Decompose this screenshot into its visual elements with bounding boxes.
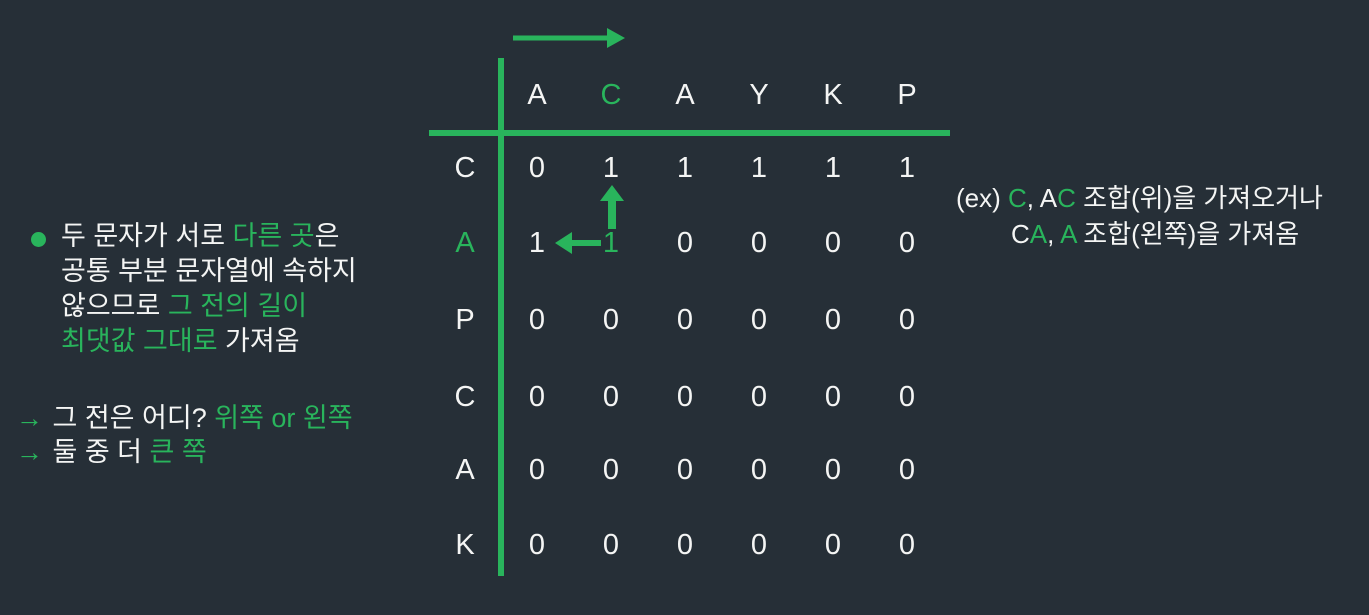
matrix-cell: 0 <box>898 381 916 413</box>
corner-blank <box>430 75 500 115</box>
left-note: 두 문자가 서로 다른 곳은 공통 부분 문자열에 속하지 않으므로 그 전의 … <box>61 219 357 359</box>
matrix-cell: 0 <box>602 381 620 413</box>
matrix-cell: 0 <box>676 227 694 259</box>
matrix-cell: 0 <box>528 152 546 184</box>
note-segment: 은 <box>314 221 340 251</box>
right-arrow-icon <box>513 28 625 48</box>
matrix-cell: 0 <box>898 304 916 336</box>
note-segment: 않으므로 <box>61 291 168 321</box>
right-arrow-glyph: → <box>16 437 45 467</box>
matrix-cell: 0 <box>750 304 768 336</box>
matrix-cell: 0 <box>824 227 842 259</box>
col-header: A <box>527 79 547 111</box>
matrix-header-row: A C A Y K P <box>430 75 944 115</box>
matrix-cell: 0 <box>824 381 842 413</box>
note-segment: 조합(위)을 가져오거나 <box>1075 183 1323 213</box>
note-segment: C <box>1057 183 1076 213</box>
matrix-row: C 0 0 0 0 0 0 <box>430 377 944 417</box>
matrix-vertical-line <box>498 58 504 576</box>
example-line: (ex) C, AC 조합(위)을 가져오거나 <box>956 180 1323 216</box>
note-segment: 두 문자가 서로 <box>61 221 233 251</box>
note-segment: , <box>1047 219 1061 249</box>
matrix-cell: 0 <box>824 454 842 486</box>
matrix-cell: 1 <box>602 152 620 184</box>
matrix-row: C 0 1 1 1 1 1 <box>430 148 944 188</box>
left-arrow-icon <box>555 232 601 254</box>
note-segment: 공통 부분 문자열에 속하지 <box>61 256 357 286</box>
note-segment: 위쪽 or 왼쪽 <box>214 403 353 433</box>
example-line: CA, A 조합(왼쪽)을 가져옴 <box>1011 216 1323 252</box>
note-segment: 그 전의 길이 <box>167 291 308 321</box>
note-segment: 조합(왼쪽)을 가져옴 <box>1076 219 1300 249</box>
matrix-cell: 0 <box>676 381 694 413</box>
note-segment: (ex) <box>956 183 1008 213</box>
matrix-row: P 0 0 0 0 0 0 <box>430 300 944 340</box>
note-line: 최댓값 그대로 가져옴 <box>61 324 357 359</box>
note-segment: 큰 쪽 <box>149 437 207 467</box>
matrix-cell: 1 <box>898 152 916 184</box>
col-header: K <box>823 79 843 111</box>
matrix-cell: 0 <box>750 454 768 486</box>
col-header: C <box>600 79 622 111</box>
note-segment: 가져옴 <box>217 326 300 356</box>
note-segment: A <box>1060 219 1077 249</box>
matrix-cell: 1 <box>824 152 842 184</box>
matrix-cell: 0 <box>898 529 916 561</box>
note-segment: 둘 중 더 <box>45 437 150 467</box>
note-line: 않으므로 그 전의 길이 <box>61 289 357 324</box>
matrix-cell: 0 <box>824 529 842 561</box>
up-arrow-icon <box>600 185 624 229</box>
row-label: A <box>455 454 475 486</box>
matrix-cell: 1 <box>750 152 768 184</box>
col-header: Y <box>749 79 769 111</box>
arrow-notes: → 그 전은 어디? 위쪽 or 왼쪽 → 둘 중 더 큰 쪽 <box>16 401 353 469</box>
matrix-cell: 0 <box>528 529 546 561</box>
note-segment: A <box>1039 183 1058 213</box>
matrix-cell: 1 <box>602 227 620 259</box>
note-segment: A <box>1029 219 1048 249</box>
matrix-cell: 0 <box>528 304 546 336</box>
arrow-note-line: → 둘 중 더 큰 쪽 <box>16 435 353 469</box>
row-label: C <box>454 152 476 184</box>
note-line: 공통 부분 문자열에 속하지 <box>61 254 357 289</box>
row-label: K <box>455 529 475 561</box>
matrix-cell: 0 <box>676 454 694 486</box>
example-note: (ex) C, AC 조합(위)을 가져오거나 CA, A 조합(왼쪽)을 가져… <box>956 180 1323 252</box>
matrix-cell: 0 <box>824 304 842 336</box>
matrix-horizontal-line <box>429 130 950 136</box>
matrix-cell: 0 <box>602 529 620 561</box>
matrix-cell: 0 <box>898 227 916 259</box>
row-label: A <box>455 227 475 259</box>
arrow-note-line: → 그 전은 어디? 위쪽 or 왼쪽 <box>16 401 353 435</box>
matrix-cell: 0 <box>898 454 916 486</box>
matrix-cell: 0 <box>602 454 620 486</box>
matrix-cell: 1 <box>676 152 694 184</box>
matrix-cell: 0 <box>528 454 546 486</box>
matrix-cell: 0 <box>676 304 694 336</box>
note-segment: C <box>1011 219 1030 249</box>
note-segment: 최댓값 그대로 <box>61 326 218 356</box>
col-header: A <box>675 79 695 111</box>
note-segment: 다른 곳 <box>232 221 315 251</box>
note-segment: , <box>1026 183 1040 213</box>
row-label: P <box>455 304 475 336</box>
matrix-cell: 0 <box>750 227 768 259</box>
matrix-cell: 1 <box>528 227 546 259</box>
bullet-icon <box>31 232 46 247</box>
note-line: 두 문자가 서로 다른 곳은 <box>61 219 357 254</box>
matrix-row: A 0 0 0 0 0 0 <box>430 450 944 490</box>
matrix-row: K 0 0 0 0 0 0 <box>430 525 944 565</box>
matrix-cell: 0 <box>676 529 694 561</box>
note-segment: 그 전은 어디? <box>45 403 215 433</box>
matrix-row: A 1 1 0 0 0 0 <box>430 223 944 263</box>
matrix-cell: 0 <box>750 529 768 561</box>
matrix-cell: 0 <box>528 381 546 413</box>
note-segment: C <box>1008 183 1027 213</box>
matrix-cell: 0 <box>750 381 768 413</box>
right-arrow-glyph: → <box>16 403 45 433</box>
col-header: P <box>897 79 917 111</box>
matrix-cell: 0 <box>602 304 620 336</box>
row-label: C <box>454 381 476 413</box>
